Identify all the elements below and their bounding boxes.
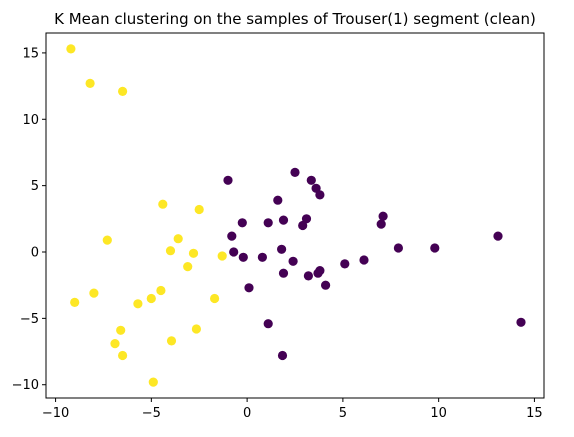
data-point-cluster-0 — [301, 214, 312, 224]
plot-frame — [45, 32, 545, 399]
data-point-cluster-1 — [102, 235, 112, 245]
data-point-cluster-1 — [188, 248, 199, 258]
x-tick-label: −5 — [142, 406, 161, 421]
y-tick-label: −10 — [12, 378, 39, 393]
data-point-cluster-0 — [321, 280, 331, 290]
x-tick-label: 0 — [243, 406, 251, 421]
data-point-cluster-0 — [298, 220, 308, 231]
data-point-cluster-1 — [191, 324, 201, 334]
data-point-cluster-1 — [158, 199, 168, 209]
data-point-cluster-0 — [238, 252, 248, 262]
data-point-cluster-0 — [277, 350, 288, 361]
data-point-cluster-0 — [303, 271, 313, 281]
x-axis: −10 −5 0 5 10 15 — [42, 398, 543, 421]
data-point-cluster-0 — [315, 266, 325, 276]
data-point-cluster-1 — [183, 262, 193, 272]
data-point-cluster-0 — [278, 215, 289, 225]
data-point-cluster-0 — [229, 247, 239, 257]
data-point-cluster-0 — [340, 259, 350, 269]
data-point-cluster-0 — [516, 317, 526, 327]
data-point-cluster-1 — [118, 86, 128, 96]
data-point-cluster-0 — [378, 211, 388, 221]
data-point-cluster-1 — [118, 350, 128, 361]
data-point-cluster-1 — [210, 293, 220, 304]
data-point-cluster-1 — [85, 78, 95, 88]
data-point-cluster-0 — [244, 283, 254, 293]
x-tick-label: 15 — [526, 406, 543, 421]
x-tick-label: 5 — [339, 406, 347, 421]
y-tick-label: 10 — [22, 113, 39, 128]
data-point-cluster-1 — [165, 246, 176, 256]
data-point-cluster-1 — [194, 204, 204, 215]
x-tick-label: −10 — [42, 406, 69, 421]
x-tick-label: 10 — [430, 406, 447, 421]
y-tick-label: 15 — [22, 46, 39, 61]
data-point-cluster-0 — [273, 195, 283, 205]
data-point-cluster-0 — [393, 243, 403, 253]
data-point-cluster-0 — [288, 256, 298, 266]
data-point-cluster-1 — [133, 299, 143, 309]
data-point-cluster-0 — [430, 243, 440, 253]
data-point-cluster-1 — [70, 297, 80, 307]
data-point-cluster-1 — [166, 336, 177, 346]
y-tick-label: 5 — [31, 179, 39, 194]
data-point-cluster-1 — [148, 377, 158, 387]
data-point-cluster-0 — [315, 190, 325, 200]
data-point-cluster-0 — [277, 244, 287, 254]
points-layer — [66, 44, 526, 387]
y-tick-label: 0 — [31, 246, 39, 261]
data-point-cluster-1 — [217, 251, 227, 261]
chart-title: K Mean clustering on the samples of Trou… — [54, 10, 536, 28]
data-point-cluster-0 — [493, 231, 503, 241]
data-point-cluster-0 — [237, 218, 247, 228]
data-point-cluster-0 — [263, 319, 273, 329]
data-point-cluster-0 — [306, 175, 316, 185]
data-point-cluster-0 — [359, 255, 369, 265]
data-point-cluster-1 — [146, 293, 156, 304]
data-point-cluster-0 — [227, 231, 237, 241]
data-point-cluster-0 — [290, 167, 300, 177]
data-point-cluster-1 — [66, 44, 76, 54]
data-point-cluster-1 — [89, 288, 99, 298]
data-point-cluster-0 — [278, 268, 289, 278]
data-point-cluster-1 — [173, 234, 183, 244]
data-point-cluster-0 — [263, 218, 273, 228]
data-point-cluster-0 — [376, 219, 386, 229]
data-point-cluster-1 — [110, 339, 120, 349]
y-tick-label: −5 — [20, 312, 39, 327]
data-point-cluster-1 — [116, 325, 126, 335]
data-point-cluster-0 — [223, 175, 233, 185]
y-axis: −10 −5 0 5 10 15 — [12, 46, 46, 393]
data-point-cluster-1 — [156, 285, 166, 296]
data-point-cluster-0 — [257, 252, 267, 262]
